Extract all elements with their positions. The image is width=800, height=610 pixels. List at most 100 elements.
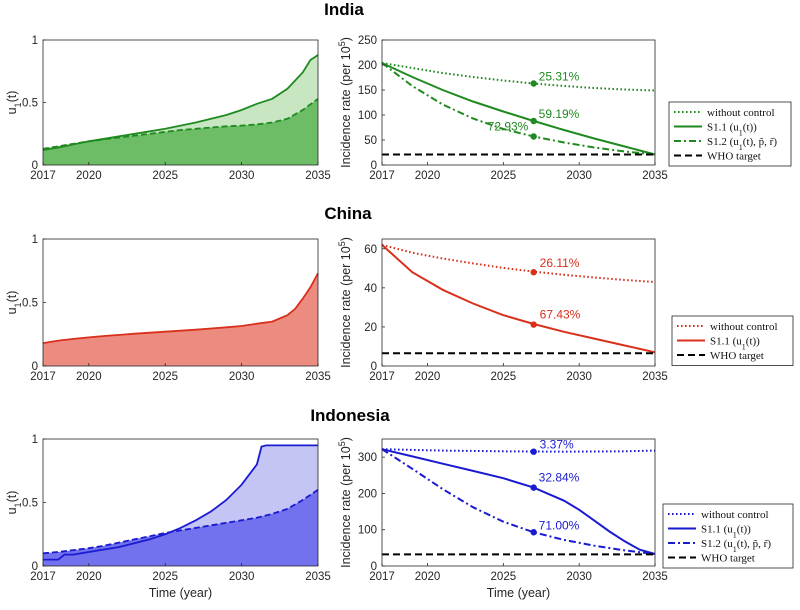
china-incidence-ytick-label: 20 [364, 322, 377, 334]
china-incidence-xtick-label: 2020 [415, 371, 441, 383]
china-incidence-ytick-label: 0 [371, 361, 377, 373]
indonesia-u1-ytick-label: 0.5 [22, 498, 38, 510]
india-u1-ytick-label: 0 [32, 160, 38, 172]
india-incidence-without-control-line [381, 62, 656, 92]
india-incidence-marker-label: 72.93% [488, 120, 529, 134]
indonesia-u1-ytick-label: 0 [32, 561, 38, 573]
indonesia-incidence-s1-2-line [381, 448, 656, 555]
indonesia-incidence-xtick-label: 2020 [415, 571, 441, 583]
india-incidence-ytick-label: 200 [358, 60, 377, 72]
india-u1-xtick-label: 2020 [76, 170, 102, 182]
china-legend-label: S1.1 (u1(t)) [710, 336, 760, 352]
china-incidence-ytick-label: 40 [364, 283, 377, 295]
indonesia-incidence-ytick-label: 200 [358, 488, 377, 500]
china-u1-ytick-label: 0.5 [22, 298, 38, 310]
indonesia-incidence-marker-label: 3.37% [540, 438, 574, 452]
china-incidence-marker [530, 321, 537, 328]
china-incidence-ylabel: Incidence rate (per 105) [337, 237, 353, 368]
indonesia-incidence-marker [530, 484, 537, 491]
china-incidence-marker-label: 67.43% [540, 308, 581, 322]
china-u1-ytick-label: 1 [32, 234, 38, 246]
indonesia-legend-label: S1.2 (u1(t), p̃, r̃) [701, 538, 771, 554]
china-legend-label: without control [710, 321, 778, 333]
india-u1-s1-2-area [43, 98, 318, 165]
china-incidence-marker-label: 26.11% [540, 256, 580, 270]
indonesia-u1-xlabel: Time (year) [149, 586, 212, 600]
india-incidence-ytick-label: 0 [371, 160, 377, 172]
india-incidence-ytick-label: 100 [358, 110, 377, 122]
india-incidence-marker [530, 80, 537, 87]
indonesia-legend-label: S1.1 (u1(t)) [701, 524, 751, 540]
indonesia-incidence-xtick-label: 2030 [566, 571, 592, 583]
china-u1-xtick-label: 2017 [30, 371, 56, 383]
indonesia-u1-xtick-label: 2020 [76, 571, 102, 583]
indonesia-incidence-marker-label: 71.00% [539, 518, 580, 532]
indonesia-u1-xtick-label: 2025 [152, 571, 178, 583]
indonesia-incidence-ylabel: Incidence rate (per 105) [337, 437, 353, 568]
india-legend-label: WHO target [707, 151, 761, 163]
china-legend-label: WHO target [710, 350, 764, 362]
china-incidence-xtick-label: 2017 [369, 371, 395, 383]
india-incidence-marker-label: 59.19% [539, 107, 580, 121]
india-incidence-xtick-label: 2030 [566, 170, 592, 182]
india-incidence-ytick-label: 250 [358, 35, 377, 47]
india-incidence-xtick-label: 2025 [491, 170, 517, 182]
india-legend-label: without control [707, 107, 775, 119]
china-incidence-marker [530, 269, 537, 276]
indonesia-incidence-s1-1-line [381, 448, 656, 555]
india-incidence-axes-frame [381, 39, 656, 166]
india-incidence-marker [530, 117, 537, 125]
indonesia-incidence-xtick-label: 2035 [642, 571, 668, 583]
india-incidence-s1-1-line [381, 62, 656, 156]
title-india: India [324, 0, 364, 19]
indonesia-u1-xtick-label: 2035 [305, 571, 331, 583]
indonesia-incidence-xlabel: Time (year) [487, 586, 550, 600]
india-incidence-marker [530, 133, 537, 140]
india-incidence-ylabel: Incidence rate (per 105) [337, 37, 353, 168]
india-incidence-ytick-label: 150 [358, 85, 377, 97]
india-incidence-xtick-label: 2020 [415, 170, 441, 182]
indonesia-u1-panel: 2017 2020 2025 2030 2035 0 0.5 1 u1(t) Time (year… [5, 434, 331, 600]
indonesia-incidence-axes-frame [381, 438, 656, 567]
india-u1-xtick-label: 2035 [305, 170, 331, 182]
title-china: China [324, 204, 372, 223]
india-incidence-panel: 25.31% 59.19% 72.93% 2017 2020 2025 2030 2035 0 5… [337, 35, 792, 182]
india-u1-xtick-label: 2017 [30, 170, 56, 182]
china-incidence-panel: 26.11% 67.43% 2017 2020 2025 2030 2035 0 20 40 60 I… [337, 237, 794, 383]
china-u1-xtick-label: 2035 [305, 371, 331, 383]
india-incidence-xtick-label: 2035 [642, 170, 668, 182]
india-u1-xtick-label: 2025 [152, 170, 178, 182]
china-u1-xtick-label: 2030 [229, 371, 255, 383]
indonesia-incidence-ytick-label: 0 [371, 561, 377, 573]
indonesia-incidence-without-control-line [381, 448, 656, 453]
indonesia-incidence-marker-label: 32.84% [539, 471, 580, 485]
india-incidence-xtick-label: 2017 [369, 170, 395, 182]
india-incidence-marker-label: 25.31% [539, 70, 580, 84]
china-u1-s1-1-line [42, 272, 319, 344]
china-u1-ylabel: u1(t) [5, 291, 23, 315]
indonesia-incidence-marker [530, 529, 537, 536]
india-u1-xtick-label: 2030 [229, 170, 255, 182]
china-incidence-s1-1-line [381, 244, 656, 354]
india-u1-panel: 2017 2020 2025 2030 2035 0 0.5 1 u1(t) [5, 35, 331, 182]
india-legend-label: S1.1 (u1(t)) [707, 122, 757, 138]
indonesia-legend-label: without control [701, 509, 769, 521]
indonesia-incidence-xtick-label: 2017 [369, 571, 395, 583]
indonesia-incidence-marker [530, 448, 537, 455]
india-incidence-ytick-label: 50 [364, 135, 377, 147]
indonesia-u1-xtick-label: 2017 [30, 571, 56, 583]
china-incidence-without-control-line [381, 243, 656, 283]
india-incidence-s1-2-line [381, 62, 656, 156]
indonesia-u1-ylabel: u1(t) [5, 491, 23, 515]
indonesia-incidence-ytick-label: 300 [358, 452, 377, 464]
india-u1-ylabel: u1(t) [5, 91, 23, 115]
india-u1-s1-2-line [42, 98, 319, 150]
indonesia-incidence-ytick-label: 100 [358, 525, 377, 537]
china-u1-xtick-label: 2025 [152, 371, 178, 383]
indonesia-incidence-panel: 3.37% 32.84% 71.00% 2017 2020 2025 2030 2035 0 10… [337, 437, 794, 600]
india-legend: without control S1.1 (u1(t))S1.2 (u1(t), … [668, 101, 792, 167]
indonesia-legend-label: WHO target [701, 553, 755, 565]
china-legend: without control S1.1 (u1(t))WHO target [671, 315, 794, 366]
indonesia-u1-s1-2-line [42, 489, 319, 555]
